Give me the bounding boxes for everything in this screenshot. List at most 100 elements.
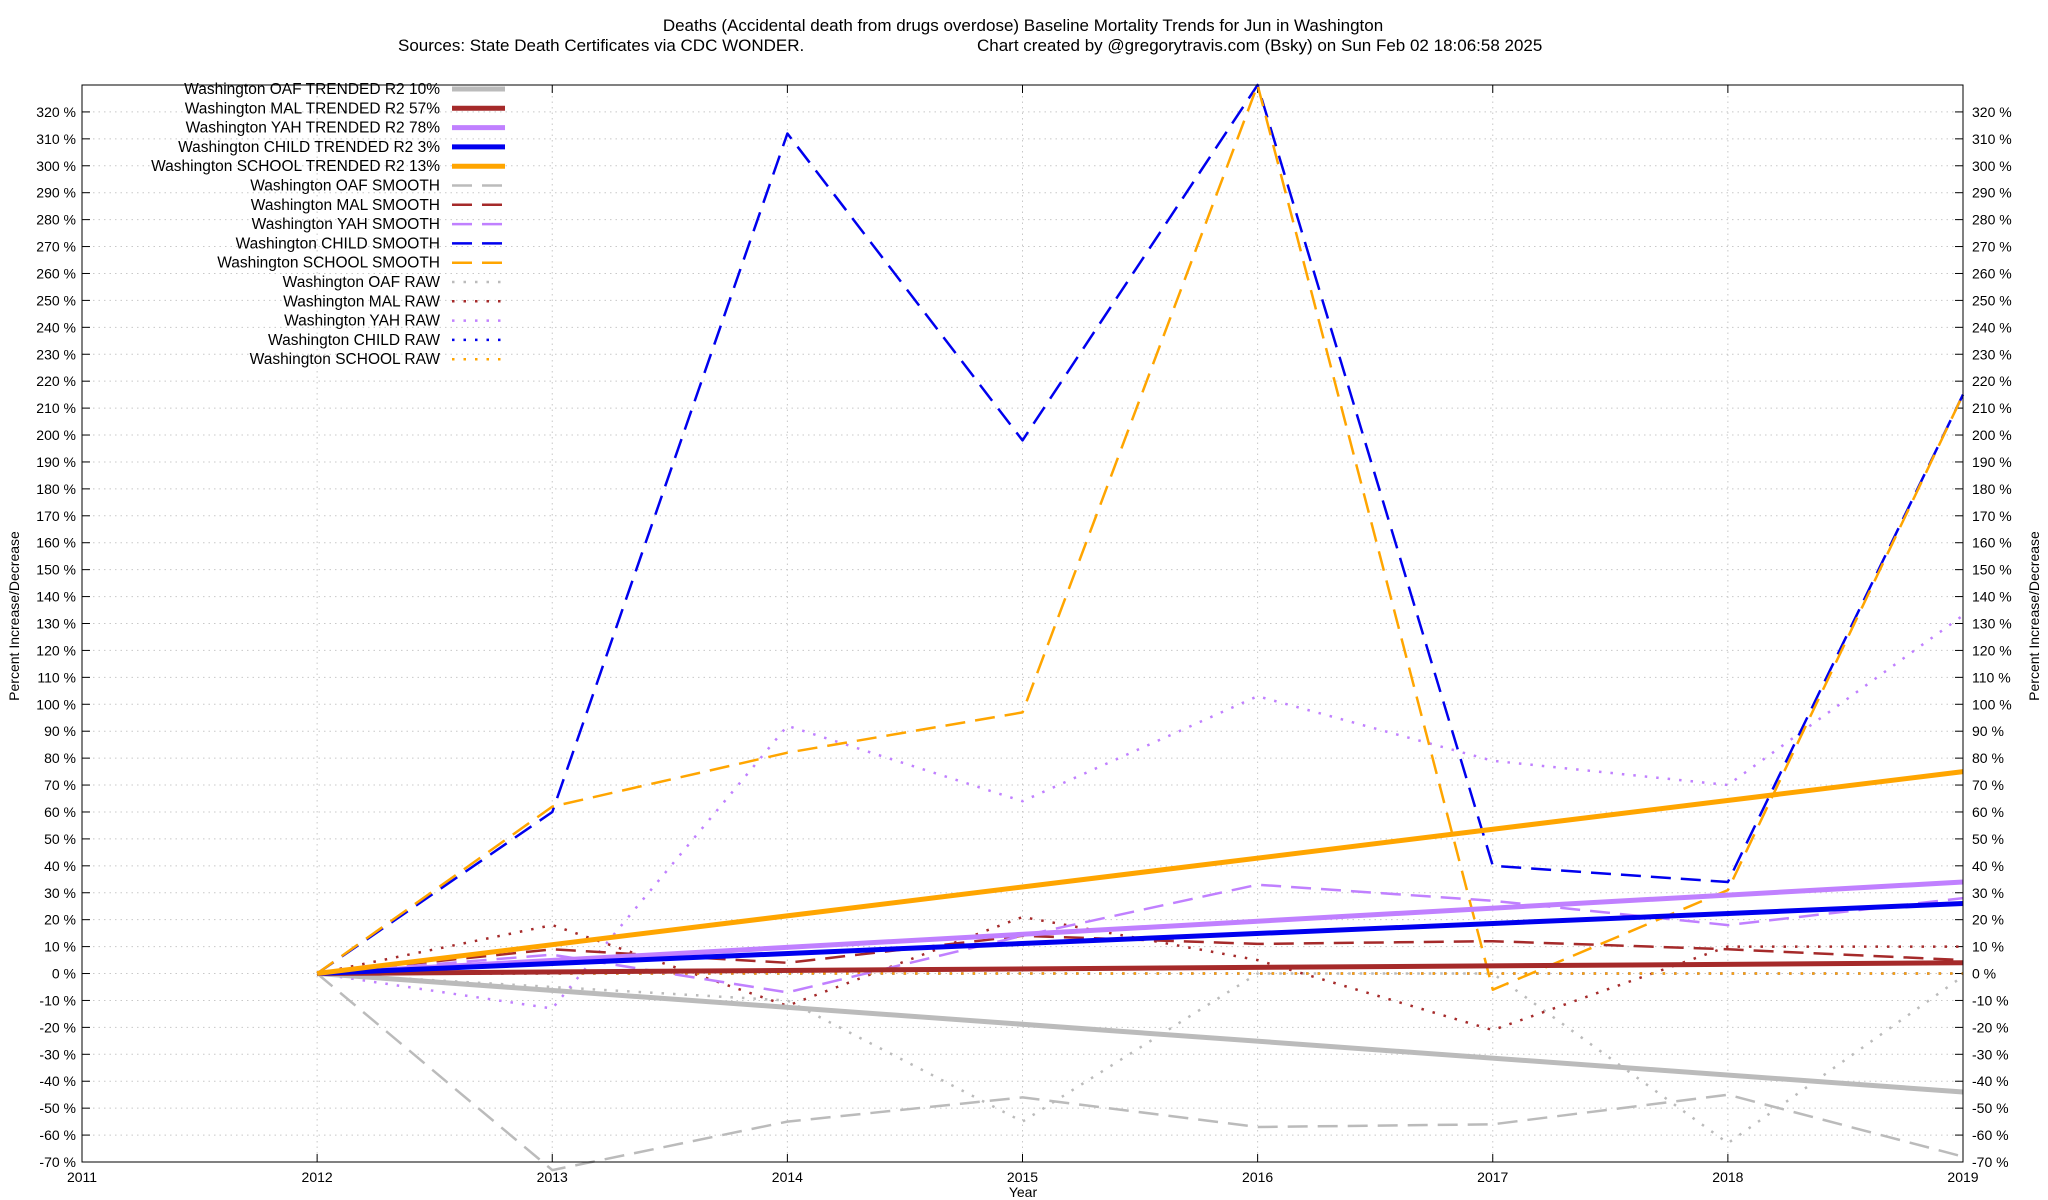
y-tick-label-right: 250 % [1972, 292, 2012, 308]
y-tick-label-left: 10 % [44, 939, 76, 955]
y-tick-label-right: 210 % [1972, 400, 2012, 416]
x-axis-title: Year [1009, 1184, 1038, 1200]
y-tick-label-right: 300 % [1972, 158, 2012, 174]
series-lines [316, 83, 1965, 1172]
legend-label-4: Washington SCHOOL TRENDED R2 13% [151, 158, 440, 175]
y-tick-label-left: -40 % [39, 1073, 76, 1089]
y-tick-label-right: 120 % [1972, 642, 2012, 658]
y-tick-label-left: 230 % [36, 346, 76, 362]
y-tick-label-left: 180 % [36, 481, 76, 497]
y-tick-label-right: 160 % [1972, 535, 2012, 551]
y-tick-label-left: -30 % [39, 1046, 76, 1062]
y-tick-label-right: 50 % [1972, 831, 2004, 847]
y-tick-label-left: 30 % [44, 885, 76, 901]
legend-label-14: Washington SCHOOL RAW [250, 351, 441, 368]
legend-label-2: Washington YAH TRENDED R2 78% [186, 120, 441, 137]
y-tick-label-right: 180 % [1972, 481, 2012, 497]
y-tick-label-left: 140 % [36, 589, 76, 605]
series-line-3 [316, 901, 1964, 976]
y-tick-label-left: 0 % [52, 966, 76, 982]
y-tick-label-left: 100 % [36, 696, 76, 712]
legend-label-11: Washington MAL RAW [283, 293, 440, 310]
legend-label-1: Washington MAL TRENDED R2 57% [185, 100, 440, 117]
y-tick-label-right: 190 % [1972, 454, 2012, 470]
y-tick-label-left: 220 % [36, 373, 76, 389]
y-tick-label-right: 100 % [1972, 696, 2012, 712]
chart-subtitle-credit: Chart created by @gregorytravis.com (Bsk… [977, 36, 1542, 55]
y-tick-label-left: 290 % [36, 185, 76, 201]
y-tick-label-left: 70 % [44, 777, 76, 793]
y-tick-label-right: 310 % [1972, 131, 2012, 147]
y-tick-label-left: 40 % [44, 858, 76, 874]
y-tick-label-left: 20 % [44, 912, 76, 928]
y-tick-label-left: 300 % [36, 158, 76, 174]
y-tick-label-right: 150 % [1972, 562, 2012, 578]
y-tick-label-right: -50 % [1972, 1100, 2009, 1116]
y-tick-label-left: 130 % [36, 616, 76, 632]
legend-label-6: Washington MAL SMOOTH [251, 197, 440, 214]
y-tick-label-right: -20 % [1972, 1019, 2009, 1035]
legend-label-7: Washington YAH SMOOTH [252, 216, 440, 233]
y-tick-label-right: 90 % [1972, 723, 2004, 739]
series-line-4 [316, 769, 1964, 976]
y-tick-label-right: 130 % [1972, 616, 2012, 632]
y-tick-label-right: -40 % [1972, 1073, 2009, 1089]
y-tick-label-left: -70 % [39, 1154, 76, 1170]
series-line-1 [317, 960, 1964, 976]
y-tick-label-right: -60 % [1972, 1127, 2009, 1143]
x-tick-label: 2016 [1242, 1169, 1273, 1185]
y-tick-label-right: 60 % [1972, 804, 2004, 820]
y-tick-label-right: 320 % [1972, 104, 2012, 120]
legend: Washington OAF TRENDED R2 10% Washington … [151, 81, 505, 368]
x-tick-label: 2015 [1007, 1169, 1038, 1185]
legend-label-13: Washington CHILD RAW [268, 332, 440, 349]
y-tick-label-left: 60 % [44, 804, 76, 820]
y-tick-label-right: 0 % [1972, 966, 1996, 982]
y-tick-label-left: 190 % [36, 454, 76, 470]
y-tick-label-right: 110 % [1972, 669, 2011, 685]
y-tick-label-left: 280 % [36, 212, 76, 228]
series-line-8 [316, 83, 1965, 975]
y-tick-label-right: 10 % [1972, 939, 2004, 955]
y-tick-label-left: -60 % [39, 1127, 76, 1143]
y-tick-label-right: 140 % [1972, 589, 2012, 605]
y-axis-title-left: Percent Increase/Decrease [6, 531, 22, 701]
y-tick-label-left: 170 % [36, 508, 76, 524]
y-tick-label-left: 270 % [36, 239, 76, 255]
legend-label-5: Washington OAF SMOOTH [250, 178, 440, 195]
y-tick-label-left: 90 % [44, 723, 76, 739]
y-tick-label-left: 80 % [44, 750, 76, 766]
y-tick-labels-right: -70 % -60 % -50 % -40 % -30 % -20 % -10 % 0 % 10… [1972, 104, 2012, 1170]
y-tick-label-right: 260 % [1972, 265, 2012, 281]
y-tick-label-left: 160 % [36, 535, 76, 551]
y-tick-label-right: 70 % [1972, 777, 2004, 793]
y-tick-label-right: 20 % [1972, 912, 2004, 928]
y-tick-label-right: 80 % [1972, 750, 2004, 766]
legend-label-12: Washington YAH RAW [284, 313, 440, 330]
plot-frame [81, 84, 1964, 1163]
x-tick-label: 2019 [1947, 1169, 1978, 1185]
x-tick-label: 2017 [1477, 1169, 1508, 1185]
y-axis-title-right: Percent Increase/Decrease [2026, 531, 2042, 701]
y-tick-label-left: 310 % [36, 131, 76, 147]
y-tick-label-left: 110 % [37, 669, 76, 685]
y-tick-label-right: 240 % [1972, 319, 2012, 335]
y-tick-label-left: 50 % [44, 831, 76, 847]
series-line-9 [316, 83, 1965, 991]
chart-title: Deaths (Accidental death from drugs over… [663, 16, 1383, 35]
y-tick-label-left: -50 % [39, 1100, 76, 1116]
y-tick-label-left: 200 % [36, 427, 76, 443]
y-tick-label-left: 120 % [36, 642, 76, 658]
y-tick-label-left: 260 % [36, 265, 76, 281]
chart-subtitle-sources: Sources: State Death Certificates via CD… [398, 36, 804, 55]
legend-label-9: Washington SCHOOL SMOOTH [217, 255, 440, 272]
y-tick-label-right: -10 % [1972, 992, 2009, 1008]
legend-label-10: Washington OAF RAW [283, 274, 441, 291]
y-tick-label-left: 250 % [36, 292, 76, 308]
y-tick-label-left: -10 % [39, 992, 76, 1008]
x-tick-label: 2013 [537, 1169, 568, 1185]
legend-label-8: Washington CHILD SMOOTH [236, 235, 440, 252]
y-tick-label-left: -20 % [39, 1019, 76, 1035]
y-tick-label-left: 320 % [36, 104, 76, 120]
